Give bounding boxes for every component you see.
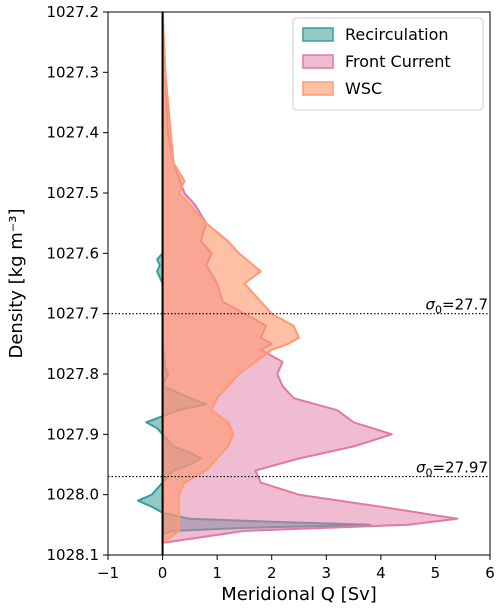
reference-line-label: σ0=27.97 <box>416 459 488 480</box>
legend-swatch <box>302 54 334 69</box>
y-tick-label: 1027.8 <box>47 365 100 383</box>
y-tick-label: 1028.1 <box>47 546 100 564</box>
x-tick-label: 2 <box>267 564 277 582</box>
x-tick-label: 3 <box>322 564 332 582</box>
x-tick-label: 1 <box>212 564 222 582</box>
x-tick-label: 5 <box>431 564 441 582</box>
x-tick-label: −1 <box>97 564 119 582</box>
x-axis-ticks: −1 0 1 2 3 4 5 6 <box>97 555 495 582</box>
plot-areas <box>137 11 459 544</box>
legend-label: Recirculation <box>345 25 449 44</box>
x-tick-label: 0 <box>158 564 168 582</box>
y-tick-label: 1028.0 <box>47 486 100 504</box>
x-tick-label: 4 <box>376 564 386 582</box>
x-tick-label: 6 <box>485 564 495 582</box>
reference-lines: σ0=27.7 σ0=27.97 <box>108 296 490 480</box>
legend-box <box>292 17 484 111</box>
x-axis-title: Meridional Q [Sv] <box>221 584 377 605</box>
plot-frame <box>107 11 491 556</box>
reference-line-label: σ0=27.7 <box>426 296 488 317</box>
y-axis-ticks: 1027.2 1027.3 1027.4 1027.5 1027.6 1027.7 1027… <box>47 3 108 564</box>
legend-swatch <box>302 81 334 96</box>
y-tick-label: 1027.6 <box>47 244 100 262</box>
y-tick-label: 1027.3 <box>47 63 100 81</box>
y-tick-label: 1027.4 <box>47 124 100 142</box>
area-wsc <box>161 11 300 544</box>
y-axis-title: Density [kg m⁻³] <box>6 208 27 358</box>
legend: Recirculation Front Current WSC <box>292 17 484 111</box>
legend-swatch <box>302 27 334 42</box>
y-tick-label: 1027.7 <box>47 305 100 323</box>
legend-label: Front Current <box>345 52 451 71</box>
y-tick-label: 1027.2 <box>47 3 100 21</box>
y-tick-label: 1027.9 <box>47 425 100 443</box>
y-tick-label: 1027.5 <box>47 184 100 202</box>
legend-label: WSC <box>345 79 382 98</box>
